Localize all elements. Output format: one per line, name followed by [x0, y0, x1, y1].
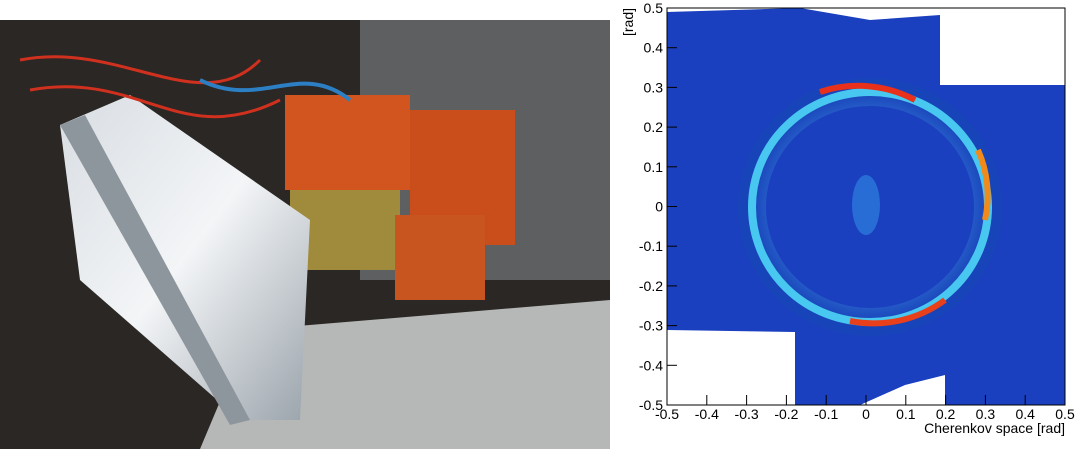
y-tick-label: -0.5	[639, 397, 663, 413]
y-tick-label: 0.1	[644, 159, 664, 175]
y-tick-label: -0.2	[639, 278, 663, 294]
x-tick-label: 0.3	[976, 406, 996, 422]
figure: Cherenkov space [rad] [rad] -0.5 -0.4 -0.3…	[0, 0, 1076, 449]
x-tick-label: 0.5	[1055, 406, 1075, 422]
y-axis-label: [rad]	[620, 8, 636, 36]
x-tick-label: 0.1	[896, 406, 916, 422]
y-tick-label: 0	[655, 199, 663, 215]
y-tick-label: -0.3	[639, 318, 663, 334]
y-tick-label: 0.4	[644, 40, 664, 56]
x-tick-label: -0.2	[774, 406, 798, 422]
y-tick-label: 0.5	[644, 0, 664, 16]
page: Cherenkov space [rad] [rad] -0.5 -0.4 -0.3…	[0, 0, 1076, 454]
heatmap	[667, 8, 1065, 405]
x-axis-label: Cherenkov space [rad]	[924, 420, 1065, 436]
x-tick-label: 0	[862, 406, 870, 422]
y-tick-label: 0.3	[644, 79, 664, 95]
x-tick-label: 0.2	[936, 406, 956, 422]
y-tick-label: -0.4	[639, 357, 663, 373]
y-tick-label: 0.2	[644, 119, 664, 135]
x-tick-label: 0.4	[1015, 406, 1035, 422]
y-tick-label: -0.1	[639, 238, 663, 254]
photo	[0, 20, 610, 449]
x-tick-label: -0.4	[695, 406, 719, 422]
x-tick-label: -0.1	[814, 406, 838, 422]
x-tick-label: -0.3	[735, 406, 759, 422]
